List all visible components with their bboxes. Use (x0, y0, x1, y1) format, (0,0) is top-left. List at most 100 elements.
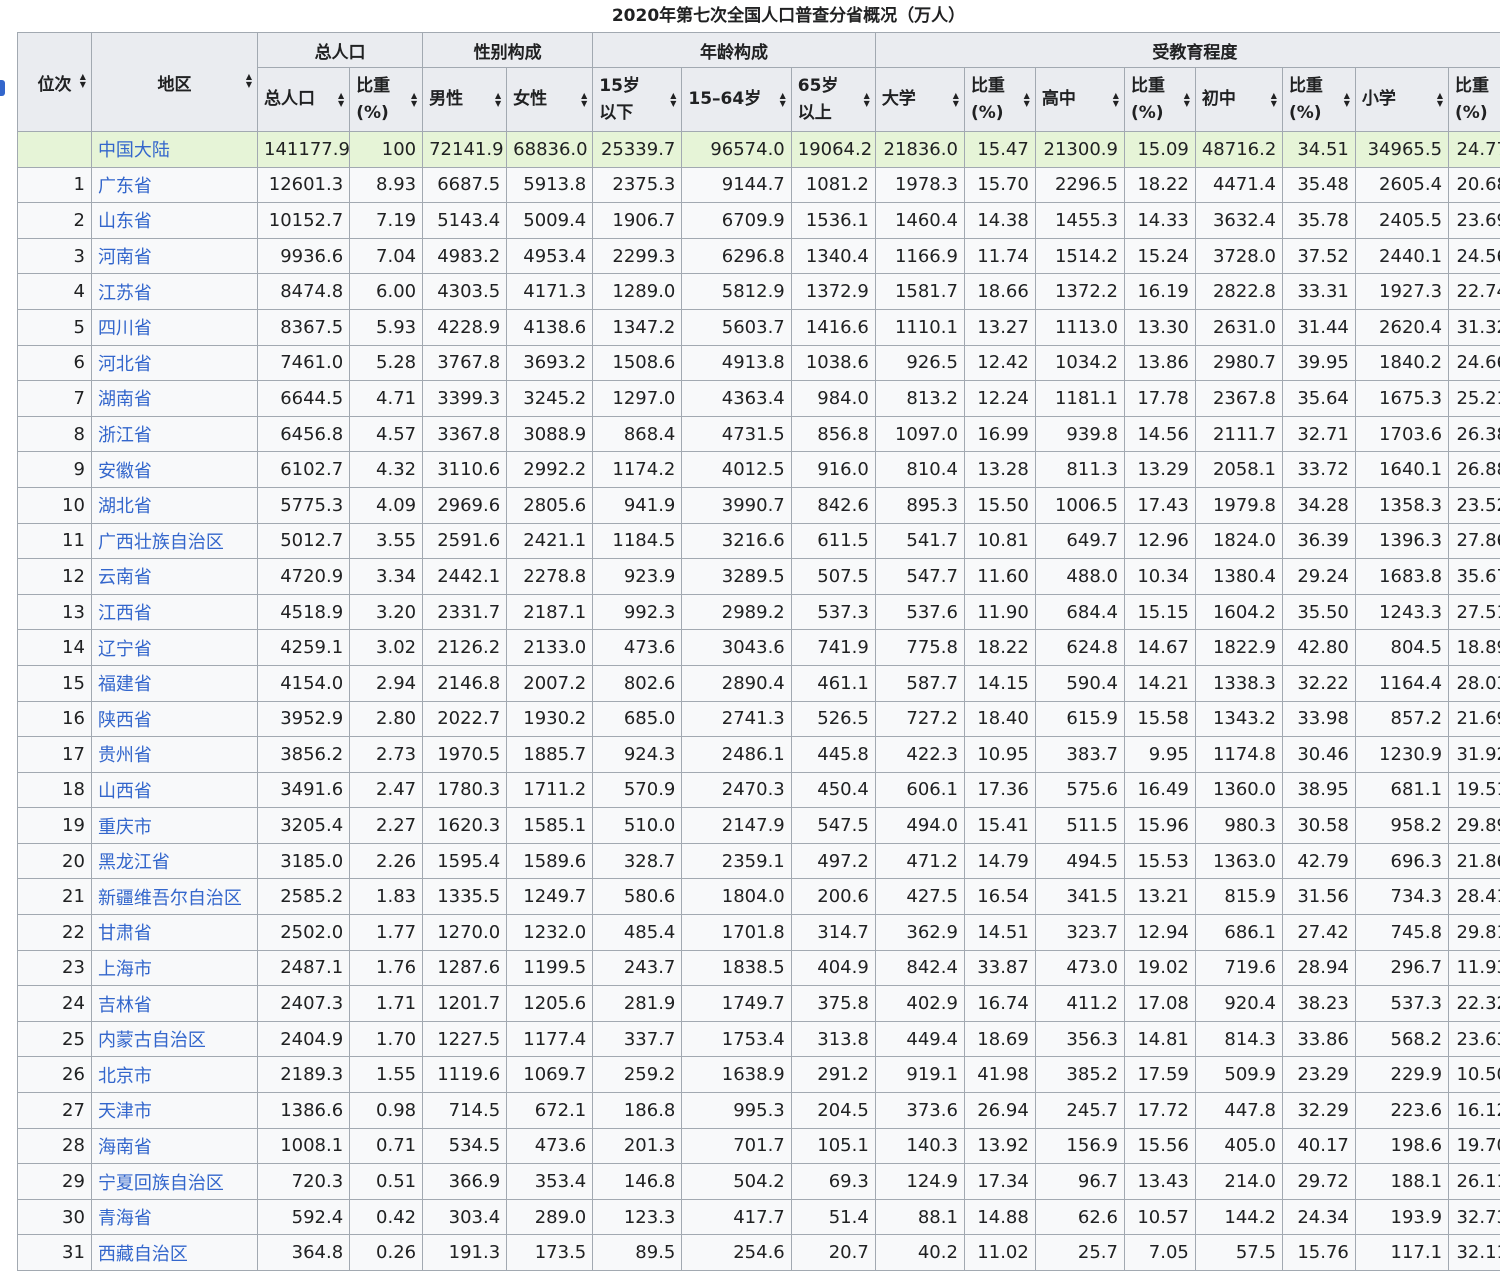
region-link[interactable]: 福建省 (97, 674, 152, 696)
value-cell: 30.46 (1281, 736, 1356, 773)
region-link[interactable]: 西藏自治区 (97, 1243, 188, 1265)
region-link[interactable]: 山东省 (97, 211, 152, 233)
value-cell: 37.52 (1281, 237, 1356, 275)
column-header-12[interactable]: 比重 (%) ▲ ▼ (1281, 67, 1356, 132)
table-row: 4 江苏省 8474.8 6.00 4303.5 4171.3 1289.0 5812.9 13… (17, 273, 1500, 310)
region-link[interactable]: 江苏省 (97, 282, 152, 304)
column-header-label: 比重 (1130, 75, 1165, 96)
region-link[interactable]: 陕西省 (97, 709, 152, 731)
region-link[interactable]: 辽宁省 (97, 638, 152, 660)
group-header-total-population: 总人口 (257, 32, 424, 68)
column-header-8[interactable]: 比重 (%) ▲ ▼ (963, 67, 1036, 132)
column-header-3[interactable]: 女性 ▲ ▼ (506, 67, 594, 132)
value-cell: 2.27 (349, 807, 424, 844)
column-header-region[interactable]: 地区 ▲ ▼ (90, 32, 259, 132)
region-link[interactable]: 宁夏回族自治区 (97, 1172, 224, 1194)
region-cell: 河南省 (90, 237, 259, 275)
region-link[interactable]: 吉林省 (97, 994, 152, 1016)
rank-cell: 9 (17, 451, 92, 488)
value-cell: 649.7 (1034, 522, 1125, 560)
value-cell: 0.98 (349, 1092, 424, 1129)
column-header-4[interactable]: 15岁 以下 ▲ ▼ (592, 67, 683, 132)
region-link[interactable]: 天津市 (97, 1101, 152, 1123)
value-cell: 17.36 (963, 771, 1036, 809)
region-link[interactable]: 中国大陆 (97, 140, 170, 162)
value-cell: 1081.2 (790, 166, 876, 204)
table-row: 1 广东省 12601.3 8.93 6687.5 5913.8 2375.3 9144.7 1… (17, 166, 1500, 204)
rank-cell: 12 (17, 558, 92, 595)
column-header-11[interactable]: 初中 ▲ ▼ (1194, 67, 1283, 132)
value-cell: 16.49 (1123, 771, 1196, 809)
rank-cell: 16 (17, 700, 92, 738)
column-header-7[interactable]: 大学 ▲ ▼ (874, 67, 965, 132)
region-link[interactable]: 贵州省 (97, 745, 152, 767)
value-cell: 2805.6 (506, 486, 594, 524)
value-cell: 1838.5 (681, 949, 792, 987)
region-link[interactable]: 广东省 (97, 175, 152, 197)
value-cell: 23.29 (1281, 1056, 1356, 1094)
value-cell: 714.5 (422, 1092, 508, 1129)
region-link[interactable]: 河北省 (97, 353, 152, 375)
region-link[interactable]: 青海省 (97, 1208, 152, 1230)
value-cell: 1232.0 (506, 914, 594, 951)
value-cell: 24.34 (1281, 1198, 1356, 1236)
region-link[interactable]: 安徽省 (97, 460, 152, 482)
value-cell: 1372.9 (790, 273, 876, 310)
value-cell: 2404.9 (257, 1020, 351, 1058)
sort-arrows-icon: ▲ ▼ (1270, 90, 1277, 108)
region-link[interactable]: 北京市 (97, 1065, 152, 1087)
region-link[interactable]: 湖南省 (97, 389, 152, 411)
value-cell: 40.2 (874, 1234, 965, 1271)
column-header-6[interactable]: 65岁 以上 ▲ ▼ (790, 67, 876, 132)
value-cell: 449.4 (874, 1020, 965, 1058)
column-header-2[interactable]: 男性 ▲ ▼ (422, 67, 508, 132)
value-cell: 12.96 (1123, 522, 1196, 560)
value-cell: 32.73 (1448, 1198, 1500, 1236)
region-link[interactable]: 云南省 (97, 567, 152, 589)
column-header-5[interactable]: 15–64岁 ▲ ▼ (681, 67, 792, 132)
value-cell: 445.8 (790, 736, 876, 773)
region-link[interactable]: 四川省 (97, 318, 152, 340)
column-header-10[interactable]: 比重 (%) ▲ ▼ (1123, 67, 1196, 132)
value-cell: 696.3 (1354, 842, 1450, 880)
region-link[interactable]: 新疆维吾尔自治区 (97, 887, 242, 909)
region-link[interactable]: 湖北省 (97, 496, 152, 518)
value-cell: 2890.4 (681, 664, 792, 702)
value-cell: 461.1 (790, 664, 876, 702)
value-cell: 3289.5 (681, 558, 792, 595)
region-link[interactable]: 重庆市 (97, 816, 152, 838)
column-header-14[interactable]: 比重(%)▲▼ (1448, 67, 1500, 132)
column-header-13[interactable]: 小学 ▲ ▼ (1354, 67, 1450, 132)
region-link[interactable]: 内蒙古自治区 (97, 1030, 206, 1052)
region-link[interactable]: 江西省 (97, 603, 152, 625)
value-cell: 2741.3 (681, 700, 792, 738)
column-header-0[interactable]: 总人口 ▲ ▼ (257, 67, 351, 132)
column-header-1[interactable]: 比重 (%) ▲ ▼ (349, 67, 424, 132)
region-link[interactable]: 上海市 (97, 958, 152, 980)
value-cell: 1780.3 (422, 771, 508, 809)
table-row: 15 福建省 4154.0 2.94 2146.8 2007.2 802.6 2890.4 46… (17, 664, 1500, 702)
value-cell: 243.7 (592, 949, 683, 987)
value-cell: 473.6 (592, 629, 683, 666)
value-cell: 1804.0 (681, 878, 792, 916)
region-link[interactable]: 河南省 (97, 247, 152, 269)
value-cell: 1164.4 (1354, 664, 1450, 702)
region-link[interactable]: 浙江省 (97, 425, 152, 447)
value-cell: 1166.9 (874, 237, 965, 275)
column-header-rank[interactable]: 位次 ▲ ▼ (17, 32, 92, 132)
value-cell: 15.76 (1281, 1234, 1356, 1271)
value-cell: 1885.7 (506, 736, 594, 773)
value-cell: 27.86 (1448, 522, 1500, 560)
region-link[interactable]: 山西省 (97, 780, 152, 802)
value-cell: 537.3 (1354, 985, 1450, 1022)
value-cell: 842.6 (790, 486, 876, 524)
region-link[interactable]: 海南省 (97, 1136, 152, 1158)
region-link[interactable]: 广西壮族自治区 (97, 531, 224, 553)
value-cell: 385.2 (1034, 1056, 1125, 1094)
value-cell: 23.52 (1448, 486, 1500, 524)
column-header-9[interactable]: 高中 ▲ ▼ (1034, 67, 1125, 132)
region-link[interactable]: 黑龙江省 (97, 852, 170, 874)
rank-cell: 4 (17, 273, 92, 310)
region-cell: 河北省 (90, 344, 259, 382)
region-link[interactable]: 甘肃省 (97, 923, 152, 945)
